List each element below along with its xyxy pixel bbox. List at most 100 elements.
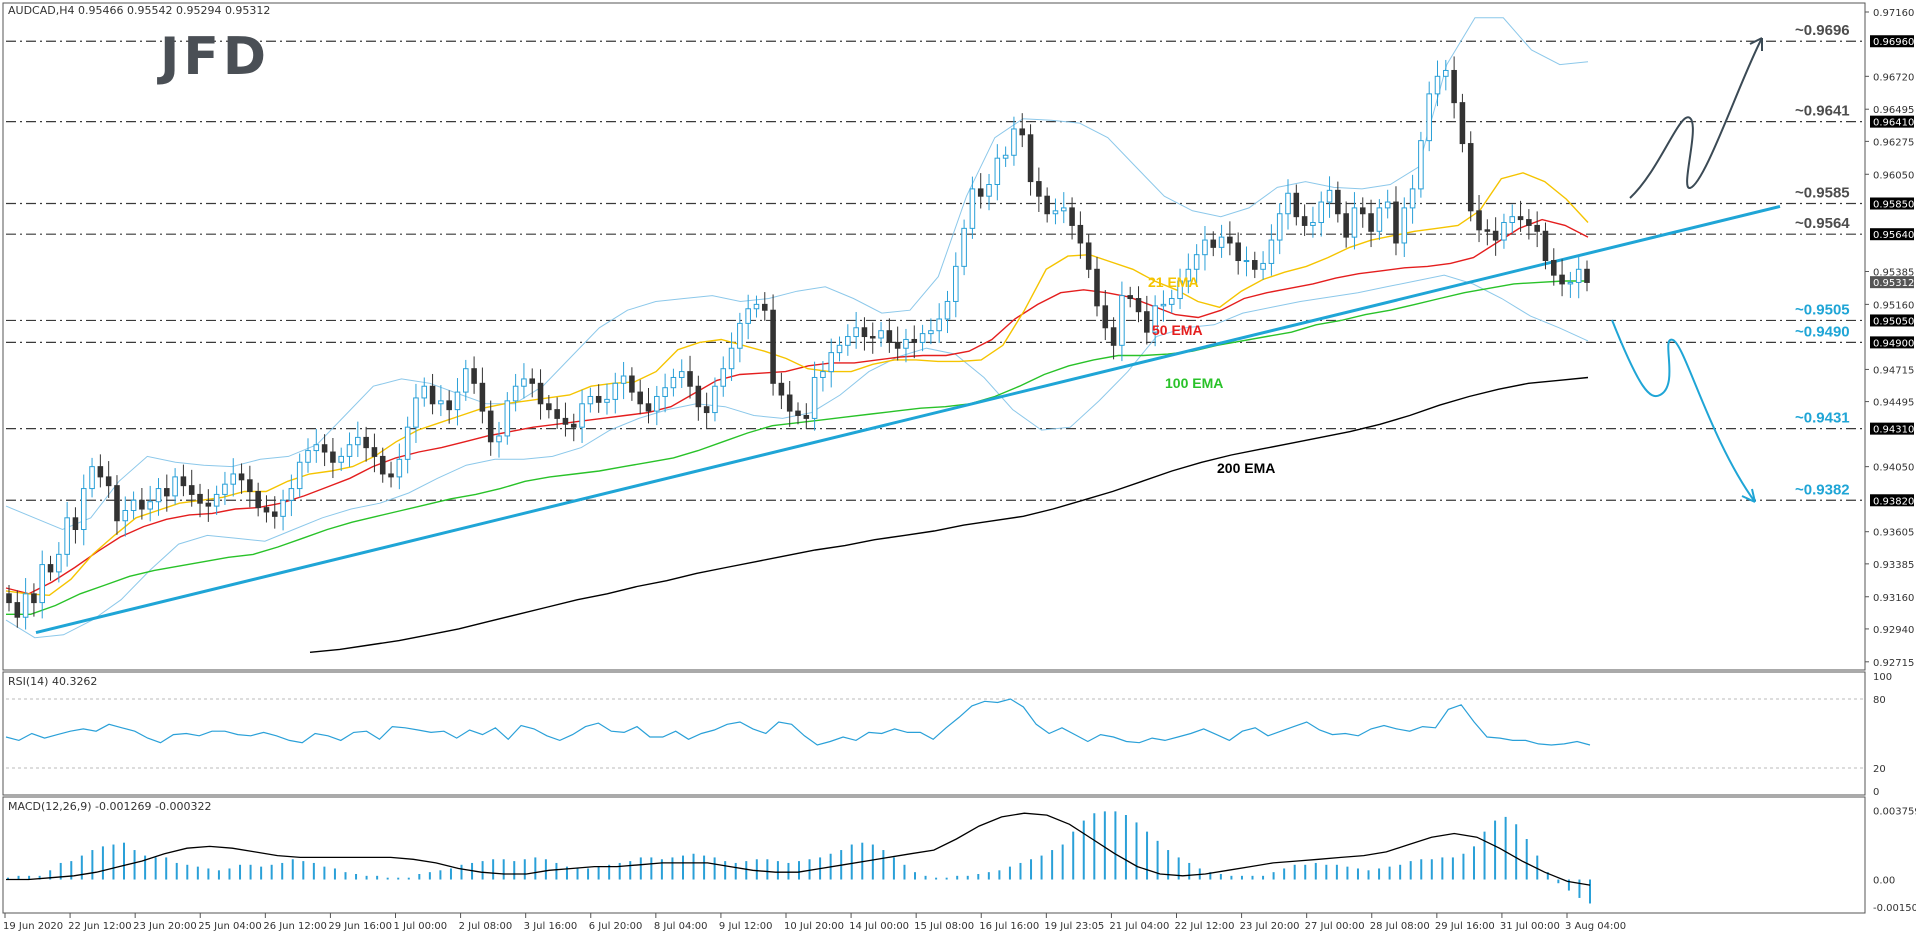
time-tick-label: 3 Jul 16:00 (524, 921, 578, 932)
candle-bullish (828, 352, 835, 373)
price-badge-label: 0.94900 (1873, 338, 1914, 349)
ema100-line (6, 280, 1588, 615)
price-tick-label: 0.96050 (1873, 170, 1914, 181)
time-tick-label: 19 Jun 2020 (3, 921, 63, 932)
candle-bearish (1252, 260, 1258, 270)
candle-bullish (612, 382, 619, 400)
candle-bullish (1119, 295, 1125, 346)
price-badges: 0.96960 0.96410 0.95850 0.95640 0.95312 0.950… (1870, 35, 1914, 507)
candle-bearish (869, 336, 876, 339)
candle-bullish (463, 368, 469, 393)
candle-bullish (305, 450, 311, 463)
candle-bearish (695, 385, 702, 408)
candle-bearish (255, 490, 261, 509)
candle-bearish (188, 485, 195, 495)
candle-bearish (97, 466, 104, 478)
candle-bearish (1110, 327, 1117, 346)
candle-bullish (604, 398, 610, 403)
time-tick-label: 25 Jun 04:00 (198, 921, 262, 932)
time-tick-label: 22 Jul 12:00 (1175, 921, 1235, 932)
candle-bullish (39, 564, 46, 604)
ema50-line (5, 218, 1589, 595)
time-tick-label: 27 Jul 00:00 (1305, 921, 1365, 932)
candle-bearish (770, 309, 776, 384)
candle-bearish (371, 447, 378, 457)
candle-bullish (579, 403, 585, 428)
candle-bullish (1575, 268, 1582, 283)
candle-bearish (164, 488, 170, 497)
candle-bearish (47, 564, 54, 573)
price-badge (1870, 336, 1914, 349)
time-tick-label: 14 Jul 00:00 (849, 921, 909, 932)
candle-bullish (1285, 192, 1291, 215)
candle-bearish (1210, 239, 1217, 248)
candle-bearish (1459, 102, 1466, 145)
candle-bearish (977, 188, 984, 197)
candle-bearish (1044, 195, 1050, 215)
time-axis: 19 Jun 2020 22 Jun 12:00 23 Jun 20:00 25 Ju… (3, 913, 1626, 932)
time-tick-label: 10 Jul 20:00 (784, 921, 844, 932)
jfd-logo: JFD (157, 27, 270, 87)
candle-bearish (429, 385, 436, 405)
candle-bullish (737, 322, 743, 349)
candle-bearish (570, 423, 577, 428)
candle-bearish (1526, 219, 1532, 226)
candle-bearish (687, 371, 693, 387)
candle-bullish (1501, 222, 1507, 241)
candle-bullish (56, 553, 62, 573)
candle-bullish (986, 184, 992, 197)
candle-bearish (886, 330, 893, 343)
candle-bullish (213, 493, 220, 507)
candle-bearish (14, 602, 21, 618)
candle-bullish (1260, 262, 1266, 270)
candle-bearish (1451, 69, 1457, 104)
bollinger-upper (5, 17, 1589, 531)
price-tick-label: 0.94050 (1873, 463, 1914, 474)
price-badge (1870, 35, 1914, 48)
chart-header: AUDCAD,H4 0.95466 0.95542 0.95294 0.9531… (8, 4, 270, 17)
price-tick-label: 0.93160 (1873, 593, 1914, 604)
macd-signal-line (6, 812, 1591, 886)
candle-bullish (1409, 188, 1416, 209)
candle-bullish (1152, 305, 1158, 333)
macd-header: MACD(12,26,9) -0.001269 -0.000322 (8, 800, 211, 813)
candle-bullish (1193, 254, 1200, 270)
candle-bullish (1218, 236, 1225, 248)
rsi-header: RSI(14) 40.3262 (8, 675, 97, 688)
candle-bearish (911, 338, 918, 343)
candle-bearish (238, 473, 245, 481)
candle-bullish (404, 426, 411, 460)
candle-bearish (637, 391, 643, 405)
price-badge-label: 0.95312 (1873, 278, 1914, 289)
candle-bearish (645, 403, 652, 412)
candle-bearish (1094, 268, 1100, 307)
candle-bullish (928, 330, 934, 335)
candle-bullish (853, 327, 859, 338)
candle-bullish (1002, 154, 1009, 159)
ema-label: 200 EMA (1217, 460, 1275, 476)
candle-bullish (1434, 75, 1441, 95)
candle-bearish (1335, 189, 1341, 215)
price-badge (1870, 115, 1914, 128)
price-tick-label: 0.95385 (1873, 267, 1914, 278)
scenario-arrows (1611, 37, 1763, 503)
candle-bullish (1384, 201, 1391, 209)
candle-bullish (172, 476, 178, 497)
candle-bullish (1326, 189, 1333, 203)
rsi-plot: 100 80 20 0 (5, 672, 1892, 798)
upside-arrow-head (1749, 37, 1763, 51)
candle-bearish (1343, 213, 1349, 238)
price-tick-label: 0.93605 (1873, 528, 1914, 539)
candle-bullish (1177, 280, 1183, 300)
rsi-tick-label: 0 (1873, 787, 1879, 798)
price-badge-label: 0.94310 (1873, 425, 1914, 436)
price-badge (1870, 276, 1914, 289)
candle-bearish (263, 507, 270, 513)
ema-lines (5, 172, 1589, 653)
candle-bearish (1019, 128, 1026, 136)
candle-bearish (1559, 274, 1565, 285)
candle-bullish (1060, 207, 1067, 212)
candle-bullish (1268, 239, 1275, 264)
candle-bullish (454, 391, 461, 411)
level-label: ~0.9490 (1795, 323, 1850, 340)
